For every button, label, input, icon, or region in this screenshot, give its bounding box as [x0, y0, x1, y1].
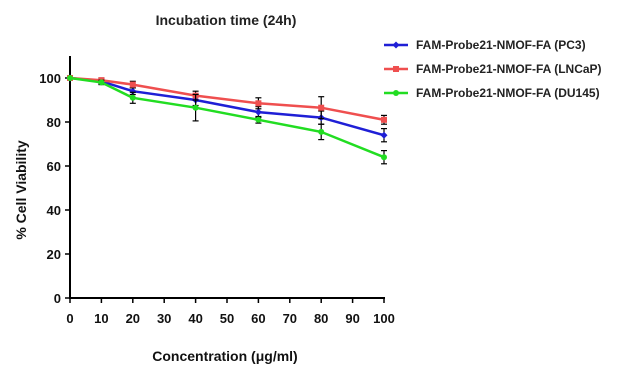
- y-tick-label: 80: [47, 115, 61, 130]
- x-tick-label: 70: [283, 311, 297, 326]
- y-tick-label: 20: [47, 247, 61, 262]
- x-ticks: 0 10 20 30 40 50 60 70 80 90 100: [66, 298, 395, 326]
- data-point: [254, 108, 262, 116]
- chart-title: Incubation time (24h): [156, 12, 297, 28]
- data-point: [381, 116, 387, 123]
- data-point: [192, 104, 199, 111]
- y-ticks: 0 20 40 60 80 100: [39, 71, 70, 306]
- data-point: [380, 131, 388, 139]
- data-point: [129, 94, 136, 101]
- series: [67, 75, 387, 165]
- x-tick-label: 40: [188, 311, 202, 326]
- y-tick-label: 40: [47, 203, 61, 218]
- x-axis-label: Concentration (μg/ml): [152, 348, 297, 364]
- data-point: [255, 100, 262, 107]
- legend-item: FAM-Probe21-NMOF-FA (PC3): [384, 38, 586, 52]
- y-axis-label: % Cell Viability: [13, 140, 29, 240]
- x-tick-label: 0: [66, 311, 73, 326]
- legend-marker: [393, 90, 399, 96]
- x-tick-label: 20: [126, 311, 140, 326]
- legend-label: FAM-Probe21-NMOF-FA (DU145): [416, 86, 600, 100]
- data-point: [381, 154, 387, 161]
- data-point: [98, 79, 105, 86]
- data-point: [67, 75, 73, 81]
- y-tick-label: 0: [54, 291, 61, 306]
- data-point: [318, 104, 325, 111]
- legend-marker: [393, 66, 399, 72]
- x-tick-label: 60: [251, 311, 265, 326]
- legend-marker: [392, 41, 400, 49]
- y-tick-label: 60: [47, 159, 61, 174]
- x-tick-label: 10: [94, 311, 108, 326]
- x-tick-label: 100: [373, 311, 395, 326]
- series: [67, 75, 387, 125]
- data-point: [318, 128, 325, 135]
- x-tick-label: 90: [345, 311, 359, 326]
- series-layer: [66, 74, 388, 165]
- legend-item: FAM-Probe21-NMOF-FA (DU145): [384, 86, 600, 100]
- axes: [69, 56, 385, 299]
- data-point: [129, 87, 137, 95]
- legend: FAM-Probe21-NMOF-FA (PC3) FAM-Probe21-NMO…: [384, 38, 602, 100]
- legend-item: FAM-Probe21-NMOF-FA (LNCaP): [384, 62, 602, 76]
- series-line: [69, 76, 385, 159]
- series-line: [69, 76, 385, 137]
- series: [66, 74, 388, 143]
- x-tick-label: 80: [314, 311, 328, 326]
- data-point: [129, 81, 136, 88]
- x-tick-label: 30: [157, 311, 171, 326]
- legend-label: FAM-Probe21-NMOF-FA (PC3): [416, 38, 586, 52]
- x-tick-label: 50: [220, 311, 234, 326]
- legend-label: FAM-Probe21-NMOF-FA (LNCaP): [416, 62, 602, 76]
- y-tick-label: 100: [39, 71, 61, 86]
- data-point: [255, 116, 262, 123]
